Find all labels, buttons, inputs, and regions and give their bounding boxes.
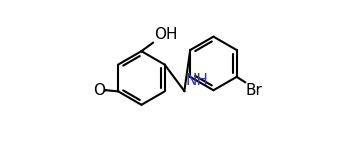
- Text: NH: NH: [186, 73, 208, 88]
- Text: OH: OH: [154, 27, 177, 42]
- Text: Br: Br: [246, 83, 262, 98]
- Text: O: O: [93, 83, 105, 98]
